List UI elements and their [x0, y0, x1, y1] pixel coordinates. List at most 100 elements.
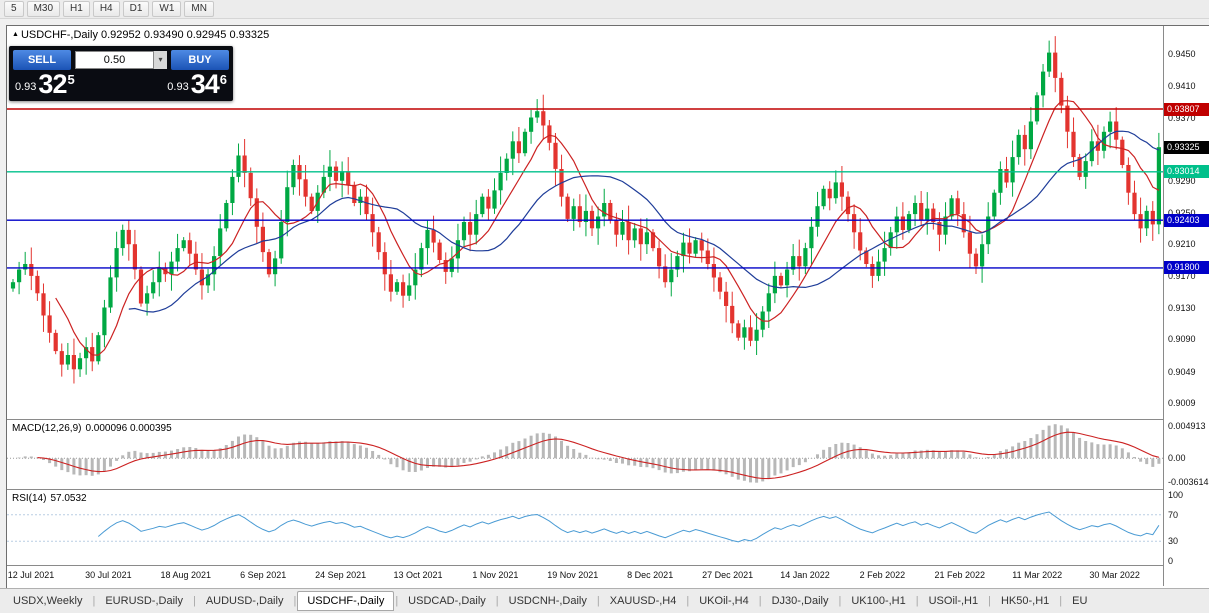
price-tick: 0.9009 [1168, 398, 1196, 409]
chart-tab-bar: USDX,Weekly | EURUSD-,Daily | AUDUSD-,Daily |… [0, 588, 1209, 613]
price-line-label: 0.92403 [1164, 213, 1209, 227]
price-chart[interactable] [7, 26, 1163, 419]
timeframe-button-w1[interactable]: W1 [152, 1, 182, 17]
rsi-current-value: 57.0532 [50, 493, 87, 504]
tab-separator: | [838, 595, 842, 607]
sell-price-big-digits: 32 [38, 69, 67, 99]
tab-eu[interactable]: EU [1072, 595, 1088, 607]
buy-price-display[interactable]: 0.93 34 6 [167, 69, 227, 99]
pane-separator-rsi[interactable] [7, 489, 1209, 490]
time-label: 12 Jul 2021 [7, 570, 55, 580]
price-tick: 0.9170 [1168, 270, 1196, 281]
buy-price-pipette: 6 [219, 72, 227, 87]
one-click-trading-panel: SELL 0.50 ▾ BUY 0.93 32 5 0.93 34 6 [9, 46, 233, 101]
time-label: 27 Dec 2021 [702, 570, 754, 580]
timeframe-button-5[interactable]: 5 [4, 1, 24, 17]
rsi-axis-tick: 70 [1168, 509, 1179, 520]
price-tick: 0.9290 [1168, 175, 1196, 186]
tab-separator: | [758, 595, 762, 607]
timeframe-button-d1[interactable]: D1 [122, 1, 150, 17]
tab-separator: | [92, 595, 96, 607]
tab-usoil-h1[interactable]: USOil-,H1 [928, 595, 979, 607]
tab-separator: | [293, 595, 297, 607]
timeframe-button-h4[interactable]: H4 [92, 1, 120, 17]
tab-ukoil-h4[interactable]: UKOil-,H4 [699, 595, 749, 607]
macd-indicator[interactable] [7, 419, 1163, 489]
sell-price-display[interactable]: 0.93 32 5 [15, 69, 75, 99]
tab-usdx-weekly[interactable]: USDX,Weekly [13, 595, 83, 607]
bid-price-label: 0.93325 [1164, 140, 1209, 154]
time-label: 21 Feb 2022 [934, 570, 986, 580]
price-tick: 0.9210 [1168, 239, 1196, 250]
macd-label: MACD(12,26,9) 0.000096 0.000395 [12, 423, 172, 434]
buy-button[interactable]: BUY [171, 50, 229, 70]
tab-separator: | [686, 595, 690, 607]
rsi-title: RSI(14) [12, 493, 47, 504]
tab-xauusd-h4[interactable]: XAUUSD-,H4 [609, 595, 677, 607]
rsi-axis-tick: 30 [1168, 536, 1179, 547]
time-label: 6 Sep 2021 [240, 570, 287, 580]
pane-separator-macd[interactable] [7, 419, 1209, 420]
tab-separator: | [1059, 595, 1063, 607]
sell-price-prefix: 0.93 [15, 81, 37, 93]
price-tick: 0.9049 [1168, 366, 1196, 377]
time-axis[interactable]: 12 Jul 2021 30 Jul 2021 18 Aug 2021 6 Sep 2… [7, 566, 1163, 586]
time-label: 1 Nov 2021 [472, 570, 519, 580]
tab-separator: | [988, 595, 991, 607]
rsi-axis-tick: 0 [1168, 556, 1174, 566]
timeframe-button-mn[interactable]: MN [184, 1, 214, 17]
timeframe-toolbar: 5 M30 H1 H4 D1 W1 MN [0, 0, 1209, 19]
pane-separator-time [7, 565, 1209, 566]
price-tick: 0.9410 [1168, 80, 1196, 91]
tab-dj30-daily[interactable]: DJ30-,Daily [771, 595, 829, 607]
price-tick: 0.9250 [1168, 207, 1196, 218]
rsi-axis-tick: 100 [1168, 490, 1184, 500]
tab-eurusd-daily[interactable]: EURUSD-,Daily [105, 595, 183, 607]
chart-title: ▲ USDCHF-,Daily 0.92952 0.93490 0.92945 0… [12, 29, 269, 41]
tab-separator: | [596, 595, 600, 607]
tab-hk50-h1[interactable]: HK50-,H1 [1000, 595, 1050, 607]
chart-symbol: USDCHF-,Daily [20, 29, 98, 41]
chart-ohlc-values: 0.92952 0.93490 0.92945 0.93325 [101, 29, 270, 41]
sell-button[interactable]: SELL [13, 50, 71, 70]
tab-usdcad-daily[interactable]: USDCAD-,Daily [408, 595, 486, 607]
timeframe-button-m30[interactable]: M30 [26, 1, 61, 17]
lot-size-control: 0.50 ▾ [75, 51, 167, 69]
timeframe-button-h1[interactable]: H1 [63, 1, 90, 17]
tab-separator: | [192, 595, 196, 607]
time-label: 18 Aug 2021 [160, 570, 212, 580]
price-tick: 0.9090 [1168, 334, 1196, 345]
time-label: 24 Sep 2021 [315, 570, 367, 580]
buy-price-prefix: 0.93 [167, 81, 189, 93]
time-label: 19 Nov 2021 [547, 570, 599, 580]
tab-audusd-daily[interactable]: AUDUSD-,Daily [205, 595, 284, 607]
tab-usdchf-daily[interactable]: USDCHF-,Daily [297, 591, 395, 611]
macd-title: MACD(12,26,9) [12, 423, 82, 434]
price-tick: 0.9130 [1168, 302, 1196, 313]
tab-separator: | [495, 595, 499, 607]
rsi-label: RSI(14) 57.0532 [12, 493, 87, 504]
price-line-label: 0.93807 [1164, 102, 1209, 116]
price-line-label: 0.93014 [1164, 165, 1209, 179]
price-axis[interactable]: 0.94500.94100.93700.93300.92900.92500.92… [1163, 26, 1209, 586]
tab-usdcnh-daily[interactable]: USDCNH-,Daily [508, 595, 587, 607]
macd-axis-tick: 0.00 [1168, 453, 1186, 464]
time-label: 8 Dec 2021 [627, 570, 674, 580]
time-label: 14 Jan 2022 [780, 570, 830, 580]
buy-price-big-digits: 34 [190, 69, 220, 99]
time-label: 11 Mar 2022 [1012, 570, 1063, 580]
time-label: 30 Mar 2022 [1089, 570, 1140, 580]
tab-separator: | [395, 595, 399, 607]
tab-uk100-h1[interactable]: UK100-,H1 [851, 595, 906, 607]
lot-size-input[interactable]: 0.50 [75, 51, 154, 69]
sell-price-pipette: 5 [67, 72, 75, 87]
macd-axis-tick: 0.004913 [1168, 421, 1206, 432]
time-label: 13 Oct 2021 [393, 570, 443, 580]
time-label: 30 Jul 2021 [85, 570, 132, 580]
macd-axis-tick: -0.003614 [1168, 477, 1209, 488]
price-line-label: 0.91800 [1164, 261, 1209, 275]
lot-dropdown-icon[interactable]: ▾ [154, 51, 167, 69]
chart-window: 12 Jul 2021 30 Jul 2021 18 Aug 2021 6 Sep 2… [6, 25, 1209, 590]
rsi-indicator[interactable] [7, 489, 1163, 565]
